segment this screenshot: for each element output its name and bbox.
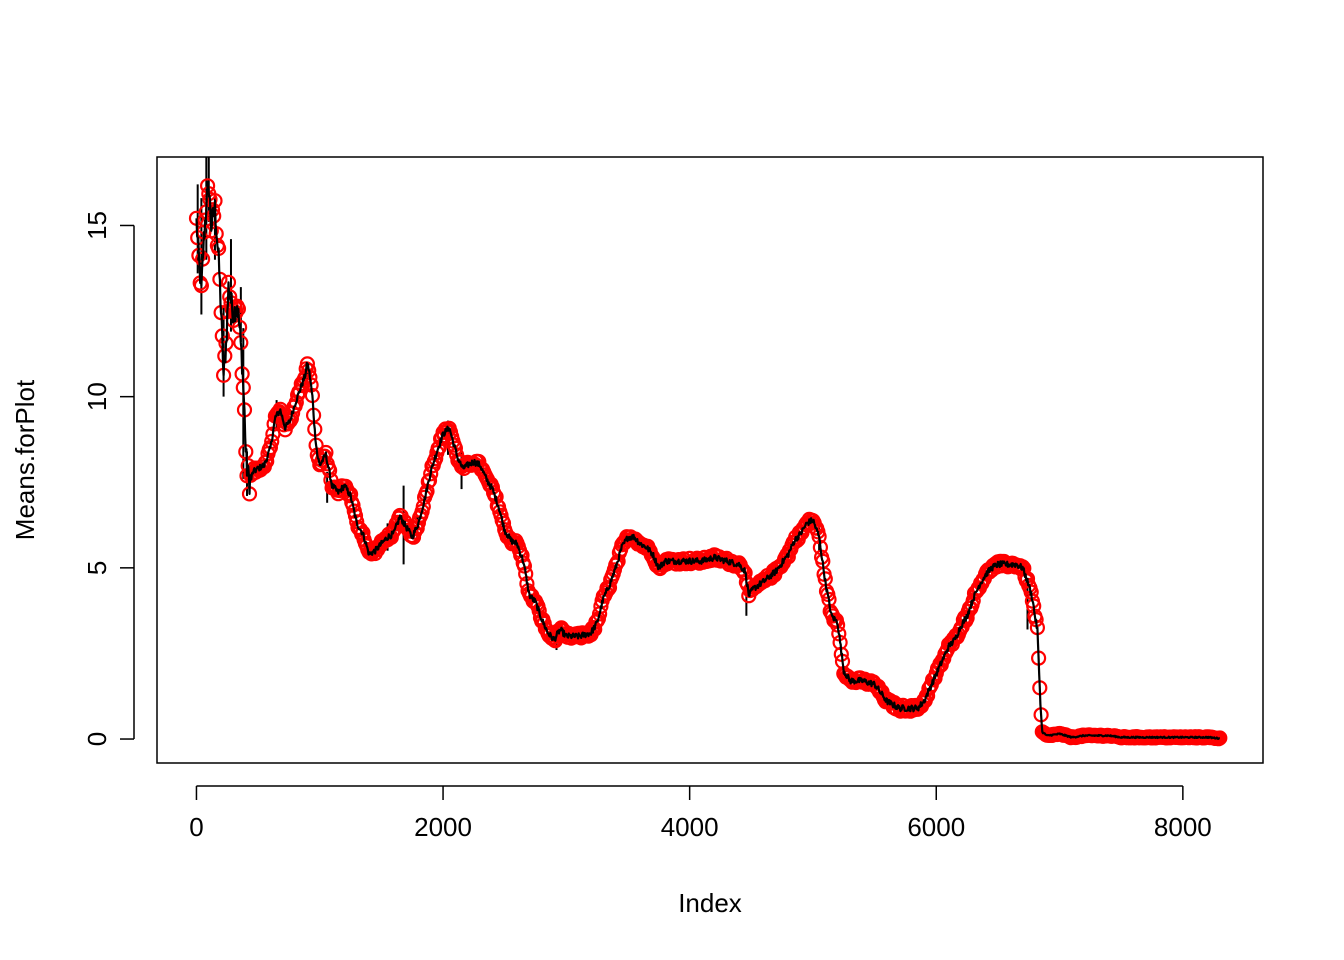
series-line: [195, 180, 1221, 740]
x-tick-label: 0: [189, 812, 203, 842]
data-point: [959, 610, 975, 626]
data-point: [484, 479, 500, 495]
data-point: [516, 558, 533, 574]
x-tick-label: 4000: [661, 812, 719, 842]
data-point: [421, 472, 438, 489]
x-tick-label: 6000: [907, 812, 965, 842]
x-tick-label: 8000: [1154, 812, 1212, 842]
y-tick-label: 10: [82, 382, 112, 411]
plot-frame: [156, 156, 1264, 764]
data-point: [345, 497, 361, 513]
line-layer: [195, 180, 1221, 740]
data-point: [341, 488, 357, 504]
y-axis-label: Means.forPlot: [10, 379, 40, 540]
x-tick-label: 2000: [414, 812, 472, 842]
x-axis: 0 2000 4000 6000 8000: [189, 785, 1212, 842]
y-tick-label: 5: [82, 561, 112, 575]
x-axis-label: Index: [678, 888, 742, 918]
y-tick-label: 0: [82, 732, 112, 746]
data-point: [349, 514, 365, 530]
y-tick-label: 15: [82, 211, 112, 240]
y-axis: 0 5 10 15: [82, 211, 135, 746]
data-point: [965, 592, 981, 609]
